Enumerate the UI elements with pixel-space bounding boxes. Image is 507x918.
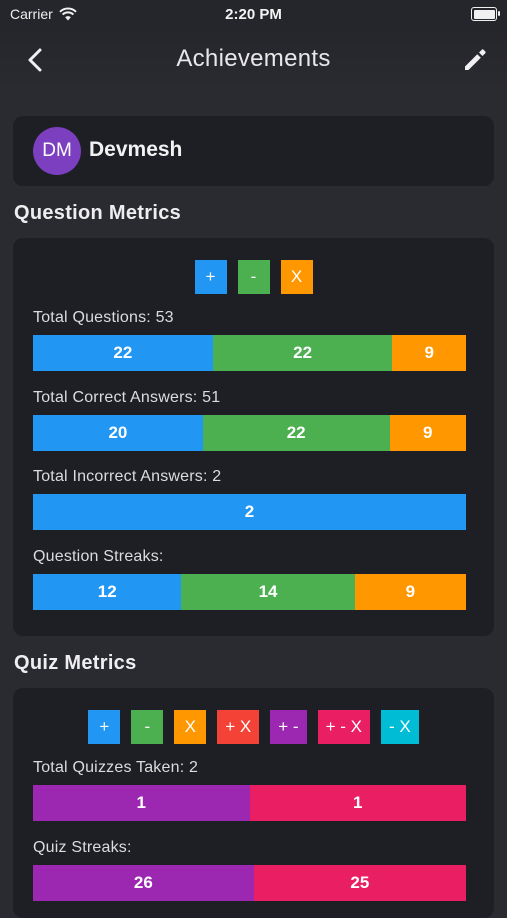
quiz_metrics-legend-item: + -	[270, 710, 307, 744]
stacked-bar: 2	[33, 494, 466, 530]
bar-segment: 9	[389, 414, 466, 451]
status-bar: Carrier 2:20 PM	[0, 0, 507, 28]
question-metrics-legend: + - X	[13, 260, 494, 294]
quiz-metrics-legend: + - X + X + - + - X - X	[13, 710, 494, 744]
status-left: Carrier	[10, 6, 77, 22]
bar-segment: 1	[249, 785, 466, 821]
bar-segment: 9	[392, 335, 466, 371]
metric-label: Total Correct Answers: 51	[33, 388, 221, 406]
page-title: Achievements	[176, 45, 331, 72]
bar-segment: 2	[33, 494, 466, 530]
user-name: Devmesh	[89, 138, 183, 161]
bar-segment: 9	[354, 573, 466, 610]
bar-segment: 20	[33, 414, 203, 451]
metric-label: Question Streaks:	[33, 547, 164, 565]
metric-label: Total Questions: 53	[33, 309, 174, 326]
question_metrics-legend-item: +	[194, 260, 227, 294]
battery-icon	[471, 7, 500, 21]
bar-segment: 22	[33, 335, 213, 371]
avatar: DM	[33, 127, 81, 175]
quiz_metrics-legend-item: - X	[380, 710, 419, 744]
bar-segment: 25	[253, 864, 466, 901]
nav-bar: Achievements	[0, 28, 507, 92]
question_metrics-legend-item: -	[237, 260, 270, 294]
stacked-bar: 26 25	[33, 864, 466, 901]
wifi-icon	[59, 7, 77, 21]
metric-label: Total Incorrect Answers: 2	[33, 468, 222, 485]
user-card: DM Devmesh	[13, 116, 494, 186]
stacked-bar: 12 14 9	[33, 573, 466, 610]
metric-label: Quiz Streaks:	[33, 838, 132, 856]
pencil-icon[interactable]	[461, 46, 489, 74]
bar-segment: 14	[181, 573, 355, 610]
bar-segment: 22	[212, 335, 393, 371]
status-time: 2:20 PM	[225, 6, 282, 23]
quiz-metrics-card: + - X + X + - + - X - X Total Quizzes Taken: 2…	[13, 688, 494, 918]
quiz_metrics-legend-item: X	[174, 710, 207, 744]
bar-segment: 22	[202, 414, 390, 451]
chevron-left-icon[interactable]	[22, 46, 50, 74]
bar-segment: 12	[33, 573, 182, 610]
quiz-metrics-title: Quiz Metrics	[14, 652, 137, 674]
stacked-bar: 22 22 9	[33, 335, 466, 371]
quiz_metrics-legend-item: +	[88, 710, 121, 744]
question_metrics-legend-item: X	[280, 260, 313, 294]
quiz_metrics-legend-item: + X	[217, 710, 260, 744]
question-metrics-card: + - X Total Questions: 53 22 22 9 Total Correc…	[13, 238, 494, 636]
bar-segment: 1	[33, 785, 250, 821]
quiz_metrics-legend-item: -	[131, 710, 164, 744]
carrier-label: Carrier	[10, 6, 53, 22]
quiz_metrics-legend-item: + - X	[317, 710, 370, 744]
question-metrics-title: Question Metrics	[14, 202, 182, 224]
metric-label: Total Quizzes Taken: 2	[33, 759, 199, 776]
bar-segment: 26	[33, 864, 254, 901]
stacked-bar: 20 22 9	[33, 414, 466, 451]
